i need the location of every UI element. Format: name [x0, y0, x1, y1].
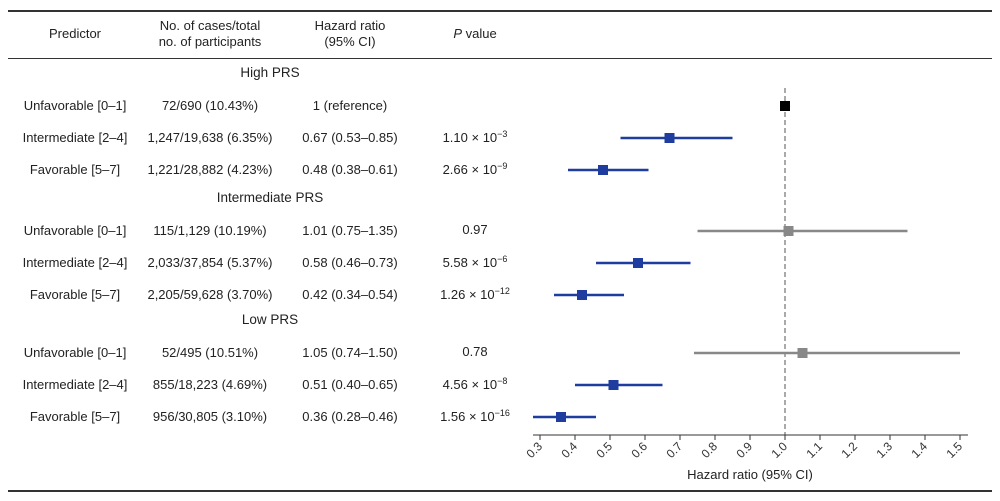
pvalue-exponent: −6: [497, 254, 508, 264]
pvalue-base: 0.78: [462, 344, 488, 359]
hr-marker: [556, 412, 566, 422]
hr-marker: [797, 348, 808, 358]
x-tick-label: 1.5: [943, 439, 965, 461]
header-pvalue-italic: P: [453, 26, 462, 41]
pvalue-exponent: −8: [497, 376, 508, 386]
x-tick-label: 1.2: [838, 439, 860, 461]
x-tick-label: 0.4: [558, 439, 580, 461]
top-rule: [8, 10, 992, 12]
row-predictor: Favorable [5–7]: [29, 162, 121, 177]
row-pvalue: 0.97: [425, 222, 525, 237]
row-pvalue: 1.26 × 10−12: [425, 286, 525, 302]
row-cases: 1,247/19,638 (6.35%): [147, 130, 273, 145]
pvalue-base: 2.66 × 10: [442, 162, 498, 177]
row-hazard-ratio: 0.67 (0.53–0.85): [302, 130, 398, 145]
hr-marker: [608, 380, 619, 390]
hr-marker: [598, 165, 608, 175]
pvalue-base: 5.58 × 10: [442, 255, 498, 270]
hr-marker: [664, 133, 675, 143]
row-cases: 855/18,223 (4.69%): [152, 377, 268, 392]
header-hr-line1: Hazard ratio: [314, 18, 386, 33]
row-pvalue: 0.78: [425, 344, 525, 359]
row-predictor: Intermediate [2–4]: [22, 377, 128, 392]
header-rule: [8, 58, 992, 59]
pvalue-base: 0.97: [462, 222, 488, 237]
row-hazard-ratio: 1.05 (0.74–1.50): [302, 345, 398, 360]
pvalue-base: 1.26 × 10: [440, 287, 495, 302]
pvalue-base: 1.56 × 10: [440, 409, 495, 424]
row-predictor: Intermediate [2–4]: [22, 255, 128, 270]
row-predictor: Unfavorable [0–1]: [23, 345, 127, 360]
group-title: High PRS: [240, 65, 300, 80]
pvalue-exponent: −3: [497, 129, 508, 139]
x-tick-label: 0.8: [698, 439, 720, 461]
group-title: Intermediate PRS: [216, 190, 324, 205]
pvalue-exponent: −16: [494, 408, 510, 418]
hr-marker: [577, 290, 587, 300]
row-pvalue: 1.56 × 10−16: [425, 408, 525, 424]
row-pvalue: 1.10 × 10−3: [425, 129, 525, 145]
row-pvalue: 4.56 × 10−8: [425, 376, 525, 392]
row-predictor: Unfavorable [0–1]: [23, 98, 127, 113]
x-tick-label: 0.3: [523, 439, 545, 461]
x-tick-label: 1.4: [908, 439, 930, 461]
row-predictor: Unfavorable [0–1]: [23, 223, 127, 238]
row-cases: 956/30,805 (3.10%): [152, 409, 268, 424]
header-pvalue: P value: [430, 26, 520, 42]
row-hazard-ratio: 0.51 (0.40–0.65): [302, 377, 398, 392]
row-cases: 72/690 (10.43%): [161, 98, 259, 113]
header-cases-line1: No. of cases/total: [159, 18, 261, 33]
x-tick-label: 1.1: [803, 439, 825, 461]
row-hazard-ratio: 1 (reference): [312, 98, 388, 113]
row-predictor: Intermediate [2–4]: [22, 130, 128, 145]
x-tick-label: 1.3: [873, 439, 895, 461]
group-title: Low PRS: [241, 312, 299, 327]
row-cases: 1,221/28,882 (4.23%): [147, 162, 273, 177]
row-cases: 2,205/59,628 (3.70%): [147, 287, 273, 302]
header-hr: Hazard ratio (95% CI): [300, 18, 400, 50]
header-hr-line2: (95% CI): [324, 34, 376, 49]
hr-marker: [783, 226, 794, 236]
pvalue-base: 4.56 × 10: [442, 377, 498, 392]
bottom-rule: [8, 490, 992, 492]
pvalue-exponent: −9: [497, 161, 508, 171]
row-cases: 115/1,129 (10.19%): [153, 223, 267, 238]
row-hazard-ratio: 1.01 (0.75–1.35): [302, 223, 398, 238]
header-pvalue-rest: value: [461, 26, 497, 41]
header-cases-line2: no. of participants: [158, 34, 262, 49]
hr-marker: [780, 101, 790, 111]
pvalue-exponent: −12: [494, 286, 510, 296]
pvalue-base: 1.10 × 10: [442, 130, 498, 145]
row-predictor: Favorable [5–7]: [29, 409, 121, 424]
header-cases: No. of cases/total no. of participants: [135, 18, 285, 50]
x-tick-label: 0.6: [628, 439, 650, 461]
row-hazard-ratio: 0.42 (0.34–0.54): [302, 287, 398, 302]
x-axis-label: Hazard ratio (95% CI): [687, 467, 813, 482]
row-pvalue: 5.58 × 10−6: [425, 254, 525, 270]
header-predictor: Predictor: [20, 26, 130, 42]
row-hazard-ratio: 0.58 (0.46–0.73): [302, 255, 398, 270]
row-hazard-ratio: 0.48 (0.38–0.61): [302, 162, 398, 177]
row-cases: 2,033/37,854 (5.37%): [147, 255, 273, 270]
row-cases: 52/495 (10.51%): [161, 345, 259, 360]
x-tick-label: 0.9: [733, 439, 755, 461]
row-pvalue: 2.66 × 10−9: [425, 161, 525, 177]
x-tick-label: 0.7: [663, 439, 685, 461]
header-predictor-label: Predictor: [48, 26, 102, 41]
row-hazard-ratio: 0.36 (0.28–0.46): [302, 409, 398, 424]
x-tick-label: 1.0: [768, 439, 790, 461]
hr-marker: [633, 258, 643, 268]
x-tick-label: 0.5: [593, 439, 615, 461]
row-predictor: Favorable [5–7]: [29, 287, 121, 302]
